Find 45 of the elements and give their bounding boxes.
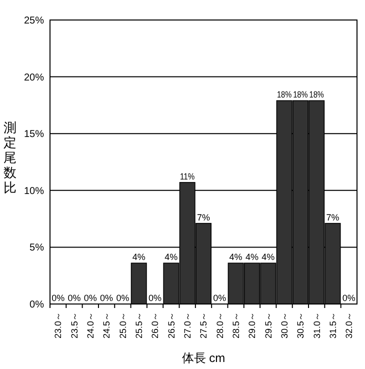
y-axis-title: 測定尾数比 [4,120,16,195]
data-label: 7% [196,212,210,222]
data-label: 18% [276,90,295,100]
data-label: 4% [132,252,146,262]
data-label: 0% [213,293,226,303]
data-label: 0% [68,293,81,303]
x-axis-title: 体長 cm [182,351,226,365]
data-label: 0% [52,293,65,303]
x-tick-label: 25.0～ [118,312,128,339]
x-tick-label: 26.5～ [166,312,176,339]
data-label: 7% [326,212,340,222]
y-tick-label: 25% [24,16,44,26]
x-tick-label: 29.0～ [247,312,258,339]
x-tick-label: 28.0～ [214,312,225,339]
x-tick-label: 23.5～ [69,312,80,339]
data-label: 0% [148,293,162,303]
y-tick-label: 20% [24,72,44,84]
data-label: 0% [116,293,130,303]
y-tick-label: 0% [30,300,44,310]
x-tick-label: 23.0～ [53,312,64,339]
x-tick-label: 31.5～ [328,312,338,339]
y-tick-label: 10% [24,186,44,197]
y-tick-label: 15% [24,129,44,140]
x-tick-label: 31.0～ [312,312,322,339]
x-tick-label: 32.0～ [344,312,354,339]
x-tick-label: 30.0～ [279,312,290,339]
data-label: 0% [84,293,97,303]
data-label: 4% [164,252,178,262]
x-tick-label: 27.0～ [182,312,192,339]
data-label: 4% [229,252,242,262]
x-tick-label: 29.5～ [263,312,274,339]
data-label: 4% [262,252,275,262]
x-tick-label: 25.5～ [134,312,144,339]
x-tick-label: 27.5～ [198,312,209,339]
data-label: 11% [180,171,198,182]
data-label: 18% [309,90,328,100]
data-label: 4% [245,252,258,262]
x-tick-label: 24.0～ [86,312,96,339]
data-label: 0% [100,293,114,303]
x-tick-label: 26.0～ [150,312,160,339]
x-tick-label: 24.5～ [102,312,112,339]
x-tick-label: 30.5～ [296,312,306,339]
x-tick-label: 28.5～ [230,312,241,339]
data-label: 0% [342,293,356,303]
y-tick-label: 5% [30,242,44,254]
